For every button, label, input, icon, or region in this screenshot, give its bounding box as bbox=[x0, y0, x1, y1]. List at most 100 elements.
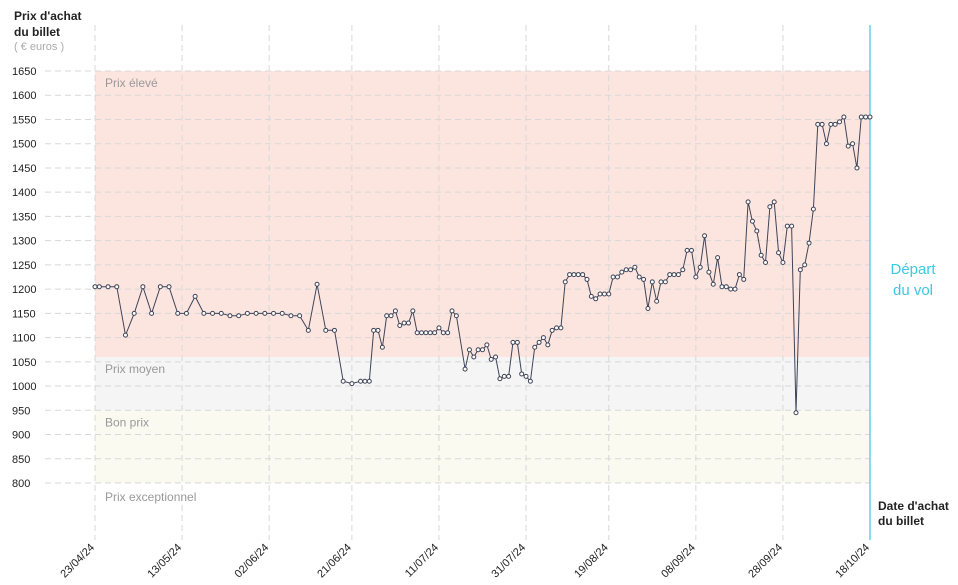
price-point bbox=[819, 121, 825, 127]
price-band bbox=[95, 410, 870, 483]
y-tick-label: 900 bbox=[12, 430, 30, 442]
y-tick-label: 1600 bbox=[12, 90, 36, 102]
price-point bbox=[419, 330, 425, 336]
price-point bbox=[397, 322, 403, 328]
price-point bbox=[606, 291, 612, 297]
price-point bbox=[331, 327, 337, 333]
price-point bbox=[837, 119, 843, 125]
price-point bbox=[262, 310, 268, 316]
price-point bbox=[697, 264, 703, 270]
price-point bbox=[114, 284, 120, 290]
price-point bbox=[105, 284, 111, 290]
price-point bbox=[401, 320, 407, 326]
price-point bbox=[741, 276, 747, 282]
price-point bbox=[649, 279, 655, 285]
price-point bbox=[845, 143, 851, 149]
price-point bbox=[575, 272, 581, 278]
price-point bbox=[771, 199, 777, 205]
price-point bbox=[549, 327, 555, 333]
price-point bbox=[850, 141, 856, 147]
price-point bbox=[514, 339, 520, 345]
price-point bbox=[532, 344, 538, 350]
y-tick-label: 1400 bbox=[12, 187, 36, 199]
price-point bbox=[166, 284, 172, 290]
price-point bbox=[658, 279, 664, 285]
price-point bbox=[427, 330, 433, 336]
price-point bbox=[715, 255, 721, 261]
x-tick-label: 13/05/24 bbox=[145, 542, 184, 581]
price-point bbox=[636, 274, 642, 280]
price-point bbox=[749, 218, 755, 224]
price-point bbox=[218, 310, 224, 316]
price-point bbox=[736, 272, 742, 278]
y-tick-label: 1350 bbox=[12, 211, 36, 223]
price-point bbox=[588, 293, 594, 299]
price-point bbox=[828, 121, 834, 127]
x-axis-title: Date d'achat bbox=[878, 499, 949, 513]
price-point bbox=[523, 373, 529, 379]
price-point bbox=[823, 141, 829, 147]
price-point bbox=[527, 378, 533, 384]
price-point bbox=[567, 272, 573, 278]
price-point bbox=[445, 330, 451, 336]
price-point bbox=[371, 327, 377, 333]
price-point bbox=[192, 293, 198, 299]
price-point bbox=[745, 199, 751, 205]
price-point bbox=[305, 327, 311, 333]
price-point bbox=[601, 291, 607, 297]
price-point bbox=[610, 274, 616, 280]
price-point bbox=[841, 114, 847, 120]
price-point bbox=[358, 378, 364, 384]
x-tick-label: 19/08/24 bbox=[572, 542, 611, 581]
price-point bbox=[784, 223, 790, 229]
price-point bbox=[388, 313, 394, 319]
price-point bbox=[519, 371, 525, 377]
price-point bbox=[384, 313, 390, 319]
departure-label: du vol bbox=[893, 282, 933, 299]
price-point bbox=[423, 330, 429, 336]
price-point bbox=[236, 313, 242, 319]
price-point bbox=[723, 284, 729, 290]
band-label: Prix exceptionnel bbox=[105, 490, 196, 504]
bands bbox=[95, 71, 870, 483]
price-point bbox=[706, 269, 712, 275]
y-tick-label: 1150 bbox=[12, 308, 36, 320]
price-point bbox=[510, 339, 516, 345]
price-point bbox=[558, 325, 564, 331]
y-axis-title: du billet bbox=[14, 25, 60, 39]
price-point bbox=[675, 272, 681, 278]
y-tick-label: 1300 bbox=[12, 236, 36, 248]
price-point bbox=[793, 410, 799, 416]
price-point bbox=[475, 347, 481, 353]
price-point bbox=[688, 247, 694, 253]
price-point bbox=[149, 310, 155, 316]
price-point bbox=[288, 313, 294, 319]
price-point bbox=[680, 267, 686, 273]
price-point bbox=[140, 284, 146, 290]
y-tick-label: 1100 bbox=[12, 333, 36, 345]
price-point bbox=[797, 267, 803, 273]
price-point bbox=[662, 279, 668, 285]
price-point bbox=[571, 272, 577, 278]
price-point bbox=[815, 121, 821, 127]
price-line bbox=[95, 115, 870, 413]
price-point bbox=[632, 264, 638, 270]
price-point bbox=[854, 165, 860, 171]
price-point bbox=[806, 240, 812, 246]
price-point bbox=[802, 262, 808, 268]
price-band bbox=[95, 71, 870, 357]
price-point bbox=[375, 327, 381, 333]
x-tick-label: 21/06/24 bbox=[315, 542, 354, 581]
price-point bbox=[440, 330, 446, 336]
price-point bbox=[362, 378, 368, 384]
price-point bbox=[780, 259, 786, 265]
price-point bbox=[597, 291, 603, 297]
price-point bbox=[484, 342, 490, 348]
y-tick-label: 800 bbox=[12, 478, 30, 490]
y-tick-label: 850 bbox=[12, 454, 30, 466]
price-point bbox=[175, 310, 181, 316]
x-tick-label: 18/10/24 bbox=[833, 542, 872, 581]
price-point bbox=[562, 279, 568, 285]
price-point bbox=[96, 284, 102, 290]
price-point bbox=[654, 298, 660, 304]
